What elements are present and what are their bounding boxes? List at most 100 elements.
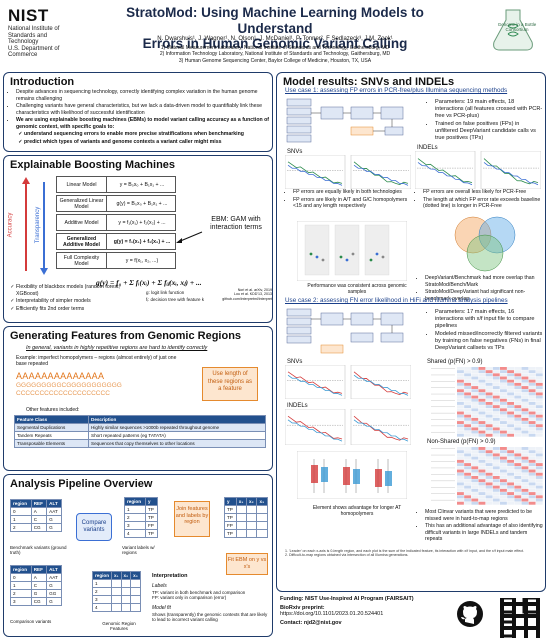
heatmap-cell — [478, 367, 486, 370]
heatmap-cell — [492, 501, 500, 505]
heatmap-cell — [457, 370, 464, 374]
intro-bullet-2: Challenging variants have general charac… — [16, 103, 270, 116]
heatmap-cell — [521, 447, 529, 450]
venn-bullet-1: DeepVariant/Benchmark had more overlap t… — [425, 275, 543, 288]
series-line — [287, 419, 343, 442]
heatmap-cell — [492, 479, 500, 483]
heatmap-cell — [535, 479, 543, 483]
description-cell: Highly similar sequences >1000b repeated… — [88, 423, 266, 432]
c1-ind-bullet-2: The length at which FP error rate exceed… — [423, 197, 543, 210]
biorxiv-link[interactable]: https://doi.org/10.1101/2023.01.20.52440… — [280, 611, 384, 617]
heatmap-cell — [492, 492, 500, 496]
ebm-bullet-3: Efficiently fits 2nd order terms — [16, 306, 128, 313]
heatmap-cell — [485, 488, 493, 492]
heatmap-cell — [535, 472, 543, 476]
affiliation-1: 1) Material Measurement Laboratory, Nati… — [160, 45, 390, 51]
heatmap-cell — [471, 447, 479, 450]
feature-class-cell: Transposable Elements — [14, 439, 89, 448]
heatmap-cell — [535, 405, 543, 409]
col-header: ALT — [46, 499, 62, 508]
heatmap-cell — [485, 450, 493, 454]
heatmap-cell — [500, 408, 507, 412]
github-icon[interactable] — [456, 600, 484, 628]
heatmap-cell — [528, 411, 536, 415]
heatmap-cell — [521, 485, 529, 489]
pipeline-panel: Analysis Pipeline Overview region REF AL… — [3, 474, 273, 637]
heatmap-cell — [535, 498, 543, 502]
heatmap-cell — [464, 479, 472, 483]
heatmap-cell — [471, 427, 479, 431]
heatmap-cell — [457, 392, 464, 396]
heatmap-cell — [478, 395, 486, 399]
intro-goal-1: understand sequencing errors to enable m… — [24, 131, 270, 138]
heatmap-cell — [478, 485, 486, 489]
heatmap-cell — [485, 466, 493, 470]
heatmap-cell — [478, 482, 486, 486]
heatmap-cell — [507, 492, 515, 496]
heatmap-cell — [507, 466, 515, 470]
col-header: y — [224, 497, 237, 506]
heatmap-cell — [485, 472, 493, 476]
heatmap-cell — [521, 398, 529, 402]
heatmap-cell — [492, 450, 500, 454]
heatmap-cell — [492, 453, 500, 457]
heatmap-cell — [471, 433, 479, 437]
heatmap-cell — [514, 395, 522, 399]
heatmap-cell — [471, 498, 479, 502]
heatmap-cell — [500, 402, 507, 405]
heatmap-cell — [485, 459, 493, 463]
heatmap-cell — [464, 433, 472, 437]
heatmap-cell — [485, 479, 493, 483]
ebm-title: Explainable Boosting Machines — [10, 159, 176, 171]
heatmap-cell — [485, 485, 493, 489]
heatmap-cell — [457, 488, 464, 492]
heatmap-cell — [500, 488, 507, 492]
heatmap-cell — [457, 405, 464, 409]
heatmap-cell — [535, 495, 543, 499]
heatmap-cell — [457, 456, 464, 460]
performance-note: Performance was consistent across genomi… — [307, 283, 407, 295]
heatmap-cell — [464, 414, 472, 418]
facet-panel — [334, 224, 360, 276]
heatmap-cell — [514, 469, 522, 473]
col-header: region — [124, 497, 146, 506]
cell: A — [30, 573, 48, 582]
cell: C — [30, 581, 48, 590]
heatmap-cell — [500, 424, 507, 428]
ebm-citation: Nori et al. arXiv, 2019 Lou et al. KDD'1… — [222, 288, 272, 301]
heatmap-cell — [514, 495, 522, 499]
heatmap-cell — [500, 398, 507, 402]
heatmap-cell — [457, 430, 464, 434]
heatmap-cell — [471, 402, 479, 405]
heatmap-cell — [528, 456, 536, 460]
heatmap-cell — [521, 414, 529, 418]
qr-module — [528, 602, 532, 606]
heatmap-cell — [507, 427, 515, 431]
heatmap-cell — [464, 501, 472, 505]
heatmap-cell — [521, 469, 529, 473]
heatmap-cell — [521, 386, 529, 389]
heatmap-cell — [485, 424, 493, 428]
qr-finder — [522, 598, 540, 614]
heatmap-cell — [514, 463, 522, 467]
heatmap-cell — [457, 367, 464, 370]
heatmap-cell — [507, 482, 515, 486]
heatmap-cell — [535, 392, 543, 396]
cell: AAT — [46, 573, 62, 582]
feature-class-table: Feature Class Description Segmental Dupl… — [14, 415, 266, 448]
heatmap-cell — [457, 411, 464, 415]
heatmap-cell — [521, 411, 529, 415]
heatmap-cell — [471, 424, 479, 428]
heatmap-cell — [500, 485, 507, 489]
heatmap-cell — [521, 433, 529, 437]
heatmap-cell — [464, 367, 472, 370]
heatmap-cell — [535, 395, 543, 399]
heatmap-cell — [464, 398, 472, 402]
table-row: 4 — [91, 603, 141, 612]
heatmap-cell — [514, 389, 522, 393]
heatmap-cell — [521, 417, 529, 421]
heatmap-cell — [478, 498, 486, 502]
heatmap-cell — [514, 427, 522, 431]
case1-snv-plots — [285, 155, 411, 189]
heatmap-cell — [507, 495, 515, 499]
